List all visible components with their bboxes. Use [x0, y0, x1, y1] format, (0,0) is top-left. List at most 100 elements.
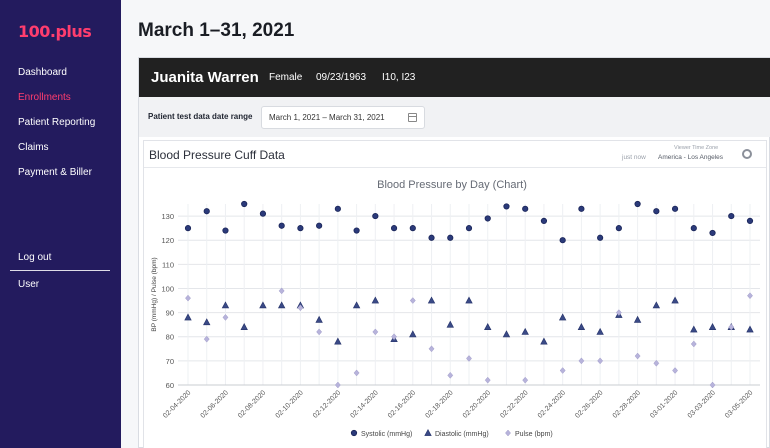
diastolic-point — [334, 337, 342, 345]
pulse-point — [334, 381, 341, 389]
systolic-point — [409, 225, 416, 232]
diastolic-point — [352, 301, 361, 309]
y-tick-label: 120 — [161, 236, 174, 245]
systolic-point — [316, 222, 323, 229]
sidebar-item-dashboard[interactable]: Dashboard — [18, 67, 67, 78]
y-tick-label: 60 — [166, 381, 174, 390]
pulse-point — [690, 340, 697, 348]
page-title: March 1–31, 2021 — [138, 20, 295, 41]
date-range-picker[interactable]: March 1, 2021 – March 31, 2021 — [261, 106, 425, 129]
pulse-point — [428, 345, 435, 353]
systolic-point — [184, 225, 192, 232]
diastolic-point — [671, 296, 679, 304]
pulse-point — [578, 357, 585, 365]
systolic-point — [559, 237, 566, 244]
x-tick-label: 02-04-2020 — [162, 389, 192, 419]
pulse-point — [484, 376, 491, 384]
legend-label: Systolic (mmHg) — [361, 431, 412, 438]
pulse-point — [447, 371, 454, 379]
systolic-point — [259, 210, 267, 217]
diastolic-point — [708, 323, 717, 330]
sidebar-item-payment-biller[interactable]: Payment & Biller — [18, 167, 92, 178]
x-tick-label: 02-12-2020 — [312, 389, 342, 419]
systolic-point — [634, 200, 641, 208]
y-tick-label: 90 — [166, 309, 174, 318]
systolic-point — [428, 234, 435, 241]
diastolic-point — [221, 301, 230, 309]
systolic-point — [578, 205, 585, 212]
diastolic-point — [184, 313, 192, 321]
systolic-point — [615, 225, 622, 232]
chart-title: Blood Pressure by Day (Chart) — [377, 179, 527, 191]
pulse-point — [522, 376, 529, 384]
patient-name: Juanita Warren — [151, 69, 259, 86]
diastolic-point — [521, 327, 529, 335]
pulse-point — [185, 294, 191, 302]
systolic-point — [353, 227, 360, 234]
diastolic-point — [484, 323, 492, 330]
legend-marker — [350, 429, 358, 437]
systolic-point — [540, 217, 548, 224]
x-tick-label: 02-24-2020 — [537, 389, 567, 419]
x-tick-label: 03-05-2020 — [724, 389, 754, 419]
pulse-point — [728, 323, 735, 331]
x-tick-label: 02-28-2020 — [612, 389, 642, 419]
systolic-point — [653, 208, 660, 215]
pulse-point — [615, 309, 622, 316]
diastolic-point — [690, 325, 698, 333]
gear-icon[interactable] — [742, 149, 752, 159]
sidebar-item-claims[interactable]: Claims — [18, 142, 49, 153]
patient-dob: 09/23/1963 — [316, 72, 367, 83]
pulse-point — [297, 304, 304, 312]
x-tick-label: 03-03-2020 — [687, 389, 717, 419]
systolic-point — [503, 203, 510, 210]
pulse-point — [372, 328, 379, 336]
systolic-point — [222, 227, 229, 234]
y-tick-label: 110 — [162, 260, 174, 269]
calendar-icon[interactable] — [408, 113, 417, 122]
pulse-point — [672, 367, 678, 374]
diastolic-point — [259, 301, 267, 309]
systolic-point — [203, 208, 210, 215]
systolic-point — [709, 229, 716, 237]
systolic-point — [372, 212, 379, 220]
date-range-value: March 1, 2021 – March 31, 2021 — [269, 113, 385, 122]
last-update: just now — [622, 154, 646, 161]
x-tick-label: 02-10-2020 — [275, 389, 305, 419]
diastolic-point — [558, 313, 567, 321]
sidebar-item-enrollments[interactable]: Enrollments — [18, 92, 71, 103]
systolic-point — [728, 212, 735, 220]
brand-logo[interactable]: 100.plus — [18, 22, 92, 41]
systolic-point — [671, 205, 679, 212]
systolic-point — [278, 222, 285, 229]
bp-cuff-panel: Blood Pressure Cuff Data Viewer Time Zon… — [143, 140, 767, 448]
logout-link[interactable]: Log out — [18, 252, 52, 263]
patient-header: Juanita Warren Female 09/23/1963 I10, I2… — [139, 58, 770, 97]
diastolic-point — [577, 323, 586, 330]
pulse-point — [597, 357, 604, 365]
pulse-point — [634, 352, 641, 360]
diastolic-point — [633, 315, 642, 323]
timezone-select[interactable]: America - Los Angeles — [658, 154, 724, 161]
sidebar-item-patient-reporting[interactable]: Patient Reporting — [18, 117, 96, 128]
pulse-point — [203, 335, 210, 343]
legend-label: Pulse (bpm) — [515, 431, 553, 438]
y-tick-label: 80 — [166, 333, 174, 342]
x-tick-label: 02-20-2020 — [462, 389, 492, 419]
systolic-point — [334, 205, 341, 212]
sidebar-divider — [10, 270, 110, 271]
bp-scatter-chart: Blood Pressure by Day (Chart) 60 70 80 90 100… — [151, 179, 760, 438]
x-tick-label: 03-01-2020 — [649, 389, 679, 419]
pulse-point — [409, 297, 416, 304]
systolic-point — [597, 234, 604, 241]
diastolic-point — [240, 323, 248, 330]
diastolic-point — [203, 318, 211, 326]
pulse-point — [222, 314, 229, 321]
y-tick-label: 130 — [161, 212, 174, 221]
y-axis-label: BP (mmHg) / Pulse (bpm) — [151, 257, 158, 331]
x-tick-label: 02-14-2020 — [349, 389, 379, 419]
diastolic-point — [596, 327, 604, 335]
user-menu[interactable]: User — [18, 279, 40, 290]
legend-marker — [505, 429, 511, 437]
diastolic-point — [427, 296, 436, 304]
